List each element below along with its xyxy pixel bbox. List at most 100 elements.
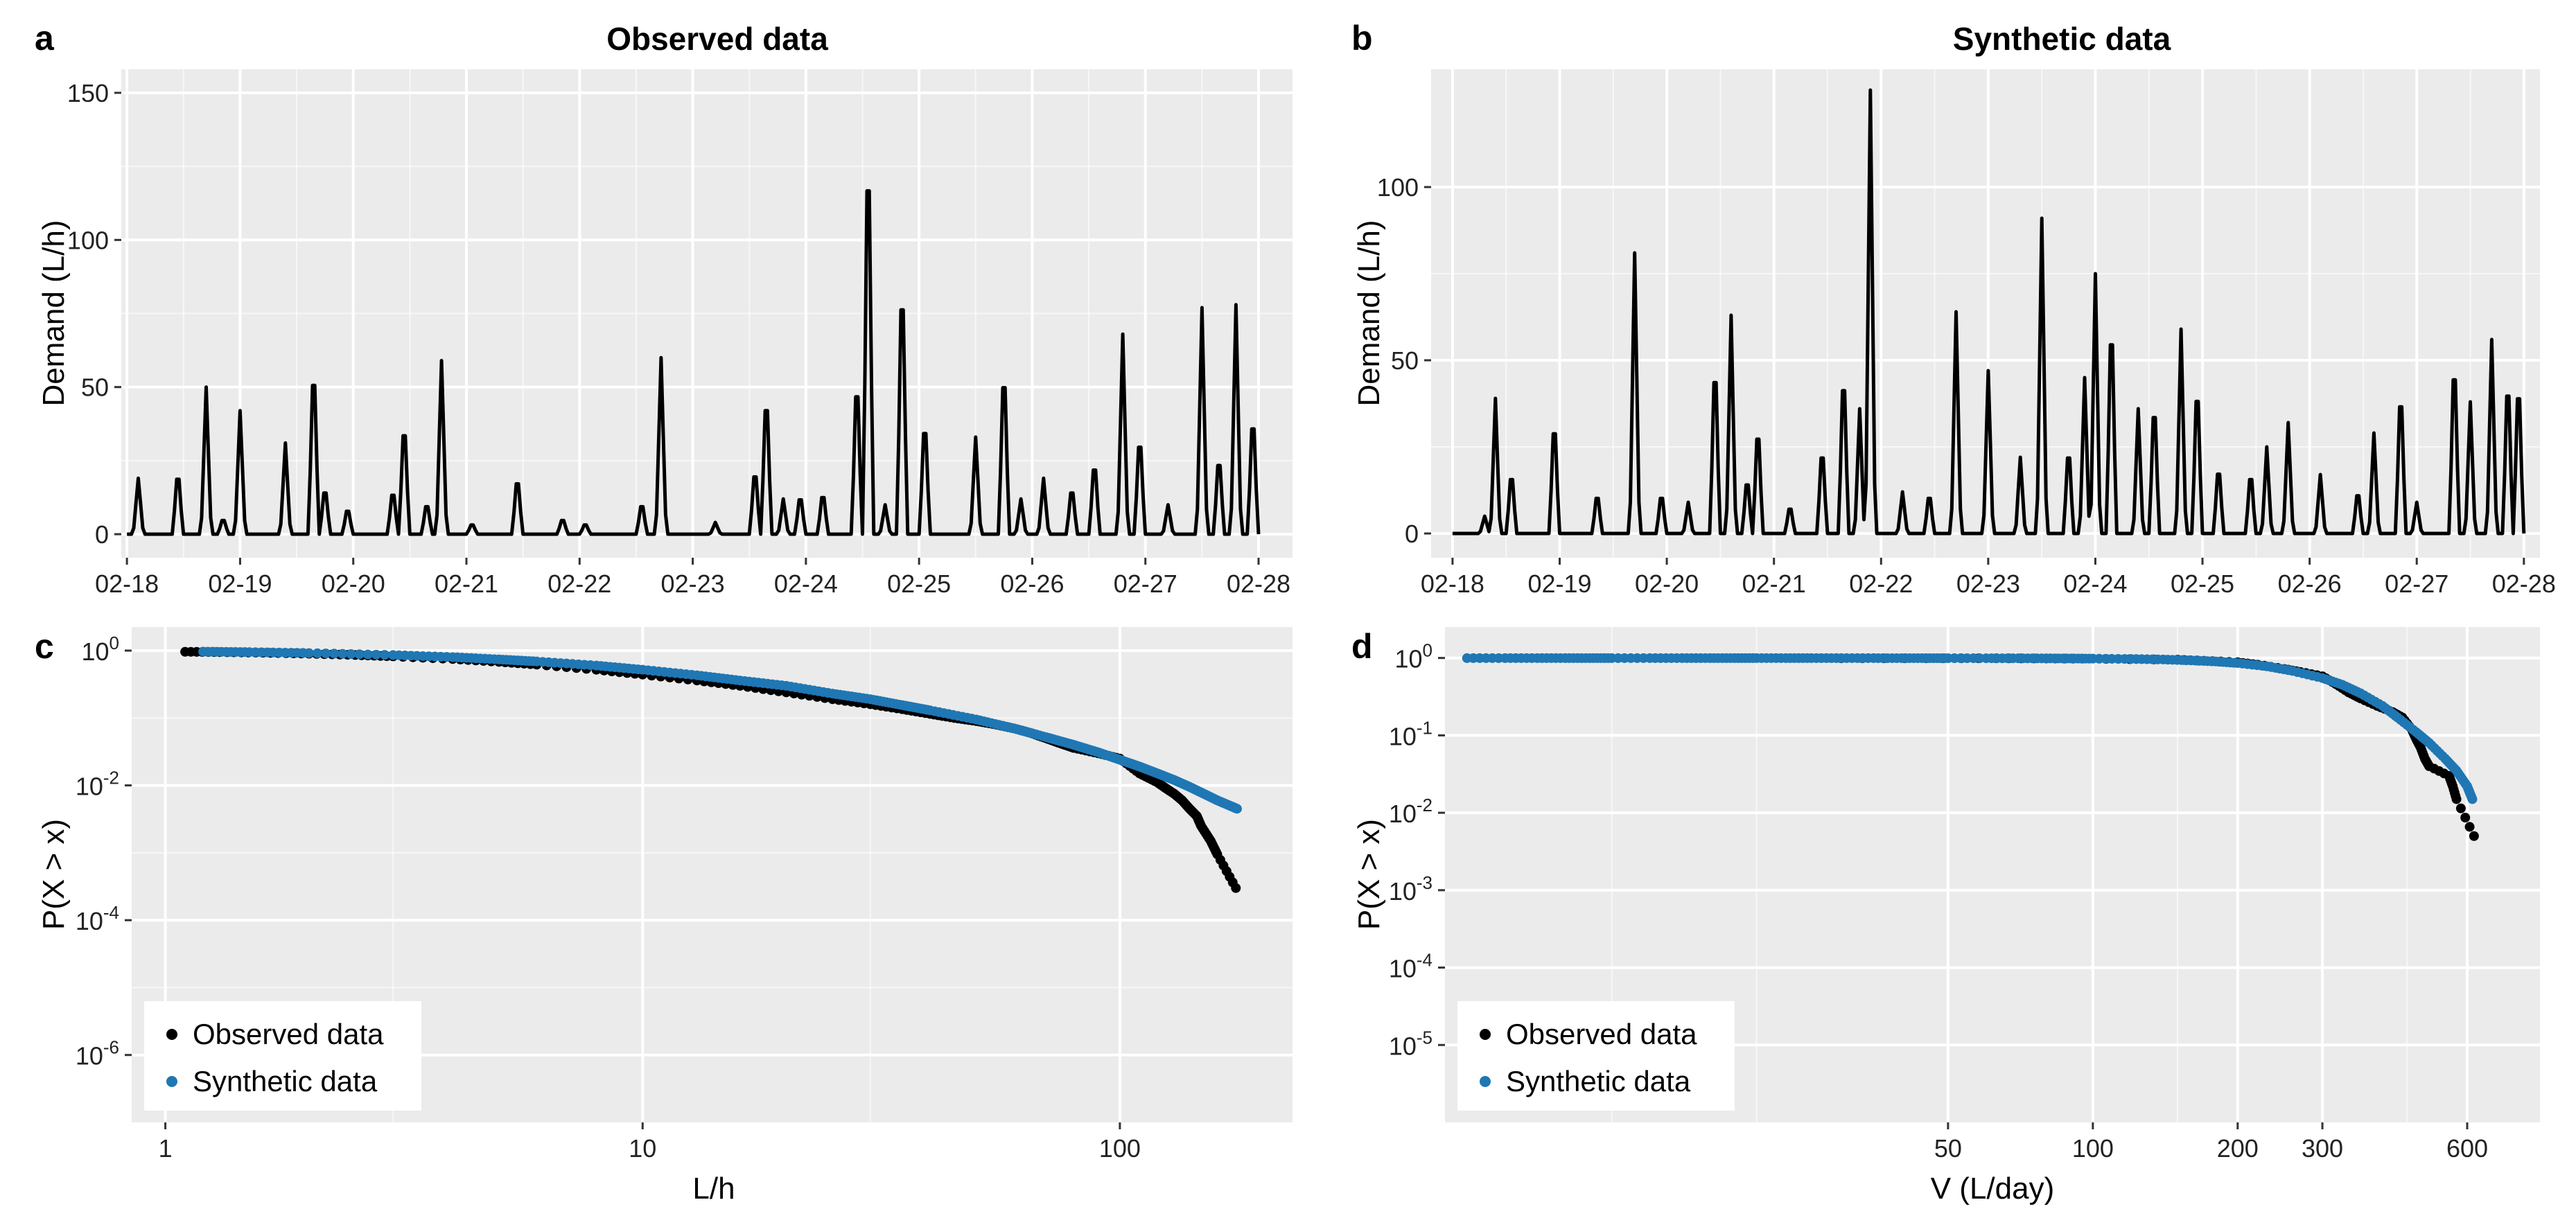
x-tick-label: 02-21 [435,570,498,598]
x-tick-label: 02-27 [2385,570,2448,598]
panel-b-y-axis-label: Demand (L/h) [1352,220,1386,406]
x-tick-label: 100 [2072,1134,2114,1163]
x-tick-label: 02-23 [1956,570,2020,598]
panel-d-legend: Observed data Synthetic data [1457,1001,1735,1111]
panel-b-title: Synthetic data [1953,21,2171,57]
x-tick-label: 02-20 [1635,570,1699,598]
synthetic-point [304,648,314,658]
panel-letter-c: c [35,627,54,666]
x-tick-label: 02-22 [547,570,611,598]
synthetic-point [313,648,323,658]
panel-c-y-axis-label: P(X > x) [37,819,71,930]
panel-d-y-ticks: 100 10-1 10-2 10-3 10-4 10-5 [1389,640,1445,1060]
observed-point [1231,883,1241,893]
y-tick-label: 100 [1377,173,1419,202]
y-tick-label: 10-4 [1389,950,1432,983]
panel-b-series [1452,88,2526,536]
panel-letter-d: d [1351,627,1373,666]
y-tick-label: 100 [67,226,109,254]
observed-legend-key [166,1029,177,1040]
legend-box [144,1001,421,1111]
x-tick-label: 02-20 [322,570,385,598]
x-tick-label: 50 [1934,1134,1962,1163]
synthetic-points [198,646,1242,814]
synthetic-point [362,649,373,660]
y-tick-label: 50 [1391,346,1419,375]
panel-a-y-axis-label: Demand (L/h) [37,220,71,406]
panel-d-synthetic-exceedance: d 100 10-1 10-2 10-3 10-4 10-5 50 100 200 300 600… [1351,627,2540,1206]
x-tick-label: 02-24 [2063,570,2127,598]
demand-series-line [127,189,1261,536]
x-tick-label: 02-25 [2171,570,2234,598]
y-tick-label: 150 [67,79,109,107]
panel-c-series [180,646,1242,893]
panel-c-y-ticks: 100 10-2 10-4 10-6 [76,633,132,1070]
observed-legend-key [1480,1029,1491,1040]
observed-point [2469,831,2479,841]
synthetic-point [329,648,340,659]
synthetic-point [1232,804,1242,814]
synthetic-point [380,650,390,660]
y-tick-label: 10-2 [76,768,119,801]
panel-letter-a: a [35,19,55,58]
y-tick-label: 100 [1394,640,1432,673]
synthetic-point [354,649,365,660]
y-tick-label: 10-3 [1389,872,1432,906]
x-tick-label: 10 [629,1134,656,1163]
x-tick-label: 02-21 [1742,570,1806,598]
synthetic-point [338,648,348,659]
x-tick-label: 02-18 [95,570,159,598]
legend-label: Observed data [1506,1018,1697,1050]
observed-point [2460,813,2471,823]
x-tick-label: 1 [159,1134,173,1163]
legend-label: Synthetic data [1506,1065,1691,1097]
x-tick-label: 02-26 [1000,570,1064,598]
panel-c-x-ticks: 1 10 100 [159,1122,1141,1163]
y-tick-label: 10-2 [1389,795,1432,828]
synthetic-point [321,648,331,659]
panel-c-gridlines [132,627,1293,1122]
x-tick-label: 02-19 [1527,570,1591,598]
legend-box [1457,1001,1735,1111]
demand-series-line [1452,88,2526,536]
y-tick-label: 100 [81,633,119,666]
synthetic-point [346,648,356,659]
x-tick-label: 02-19 [208,570,272,598]
panel-letter-b: b [1351,19,1373,58]
x-tick-label: 600 [2446,1134,2488,1163]
x-tick-label: 02-23 [661,570,725,598]
synthetic-point [371,649,381,660]
synthetic-legend-key [1480,1076,1491,1087]
panel-a-title: Observed data [606,21,828,57]
panel-d-x-axis-label: V (L/day) [1931,1172,2055,1206]
synthetic-point [2467,794,2478,804]
x-tick-label: 02-24 [774,570,838,598]
y-tick-label: 0 [95,520,109,549]
x-tick-label: 02-28 [1227,570,1290,598]
panel-a-x-ticks: 02-18 02-19 02-20 02-21 02-22 02-23 02-24 02-25… [95,558,1290,598]
panel-a-observed-timeseries: a Observed data 0 50 100 150 02-18 02-19 02-2… [35,19,1293,598]
synthetic-legend-key [166,1076,177,1087]
y-tick-label: 50 [81,373,109,402]
x-tick-label: 100 [1099,1134,1141,1163]
panel-d-series [1462,653,2479,841]
y-tick-label: 10-5 [1389,1027,1432,1060]
observed-point [2455,803,2466,813]
x-tick-label: 02-27 [1114,570,1177,598]
x-tick-label: 02-22 [1849,570,1913,598]
synthetic-points [1462,653,2478,804]
panel-b-y-ticks: 0 50 100 [1377,173,1431,548]
panel-b-x-ticks: 02-18 02-19 02-20 02-21 02-22 02-23 02-24 02-25… [1421,558,2556,598]
y-tick-label: 10-6 [76,1037,119,1070]
panel-a-y-ticks: 0 50 100 150 [67,79,121,549]
panel-c-x-axis-label: L/h [692,1172,735,1206]
legend-label: Observed data [193,1018,384,1050]
panel-d-x-ticks: 50 100 200 300 600 [1934,1122,2488,1163]
x-tick-label: 02-26 [2278,570,2342,598]
x-tick-label: 300 [2302,1134,2343,1163]
x-tick-label: 02-25 [887,570,951,598]
panel-c-legend: Observed data Synthetic data [144,1001,421,1111]
panel-c-observed-exceedance: c 100 10-2 10-4 10-6 1 10 100 Observed data Sy… [35,627,1293,1206]
